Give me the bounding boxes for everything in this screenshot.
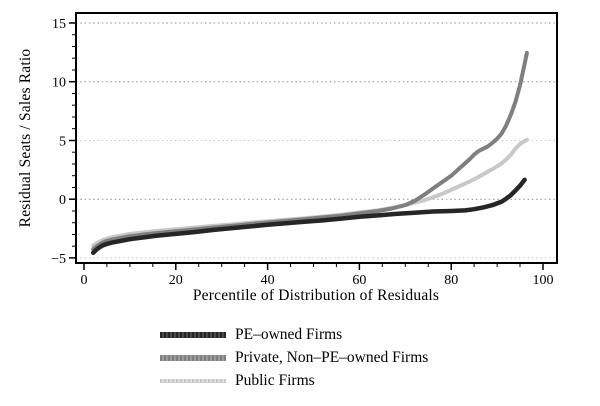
legend-swatch-public-line bbox=[160, 378, 226, 383]
series-line bbox=[90, 177, 527, 255]
y-tick-label: −5 bbox=[51, 252, 66, 267]
legend-label: PE–owned Firms bbox=[235, 325, 343, 343]
legend-label: Private, Non–PE–owned Firms bbox=[235, 348, 429, 366]
legend-swatch-private-non-pe-line bbox=[160, 354, 226, 361]
y-axis-title: Residual Seats / Sales Ratio bbox=[17, 48, 34, 228]
y-tick-label: 15 bbox=[52, 17, 66, 32]
series-line bbox=[91, 50, 529, 252]
y-tick-label: 5 bbox=[59, 135, 66, 150]
x-tick-label: 0 bbox=[81, 273, 88, 288]
legend-item: Private, Non–PE–owned Firms bbox=[160, 346, 428, 369]
x-axis-title: Percentile of Distribution of Residuals bbox=[192, 287, 440, 304]
x-tick-label: 40 bbox=[261, 273, 275, 288]
x-tick-label: 20 bbox=[169, 273, 183, 288]
series-line bbox=[91, 137, 529, 248]
x-tick-label: 80 bbox=[444, 273, 458, 288]
x-tick-label: 100 bbox=[533, 273, 554, 288]
legend: PE–owned Firms Private, Non–PE–owned Fir… bbox=[160, 323, 428, 392]
legend-label: Public Firms bbox=[235, 371, 315, 389]
y-tick-label: 0 bbox=[59, 193, 66, 208]
legend-item: PE–owned Firms bbox=[160, 323, 428, 346]
x-tick-label: 60 bbox=[352, 273, 366, 288]
y-tick-label: 10 bbox=[52, 76, 66, 91]
legend-swatch-pe-owned-line bbox=[160, 331, 226, 338]
legend-item: Public Firms bbox=[160, 369, 428, 392]
plot-border bbox=[75, 12, 558, 264]
